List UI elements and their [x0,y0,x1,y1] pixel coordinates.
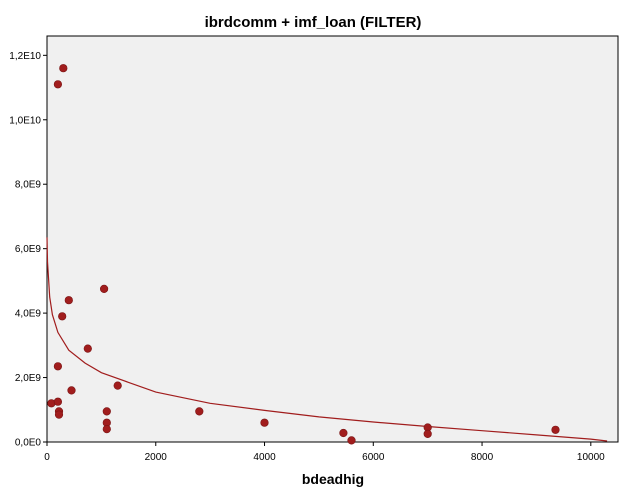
data-point [339,428,348,438]
x-tick-label: 4000 [253,452,276,463]
x-tick-label: 2000 [145,452,168,463]
data-point [67,386,76,395]
x-tick-label: 0 [44,452,50,463]
tick-group: 0 2000 4000 6000 8000 10000 0,0E0 2,0E9 4,0E9 6,0… [9,51,605,463]
data-point [347,436,356,445]
data-point [102,425,111,434]
data-point [53,362,63,371]
y-tick-label: 1,2E10 [9,51,41,62]
x-axis-label: bdeadhig [302,471,364,487]
data-point [64,296,73,305]
data-point [53,80,63,89]
y-tick-label: 6,0E9 [15,244,42,255]
fit-line [46,237,608,442]
y-tick-label: 0,0E0 [15,438,42,449]
data-point [551,425,560,434]
y-tick-label: 1,0E10 [9,115,41,126]
points-group [47,64,560,445]
data-point [423,429,432,439]
data-point [83,344,92,353]
data-point [102,407,111,416]
x-tick-label: 6000 [362,452,385,463]
data-point [99,284,109,294]
data-point [54,410,64,419]
plot-area [46,35,619,443]
data-point [260,418,269,427]
chart-title: ibrdcomm + imf_loan (FILTER) [205,14,422,31]
x-tick-label: 8000 [471,452,494,463]
data-point [58,312,67,321]
x-tick-label: 10000 [577,452,605,463]
y-tick-label: 4,0E9 [15,309,42,320]
y-tick-label: 8,0E9 [15,180,42,191]
data-point [53,397,63,406]
data-point [195,407,204,416]
y-tick-label: 2,0E9 [15,373,42,384]
data-point [59,64,68,73]
data-point [113,381,122,390]
